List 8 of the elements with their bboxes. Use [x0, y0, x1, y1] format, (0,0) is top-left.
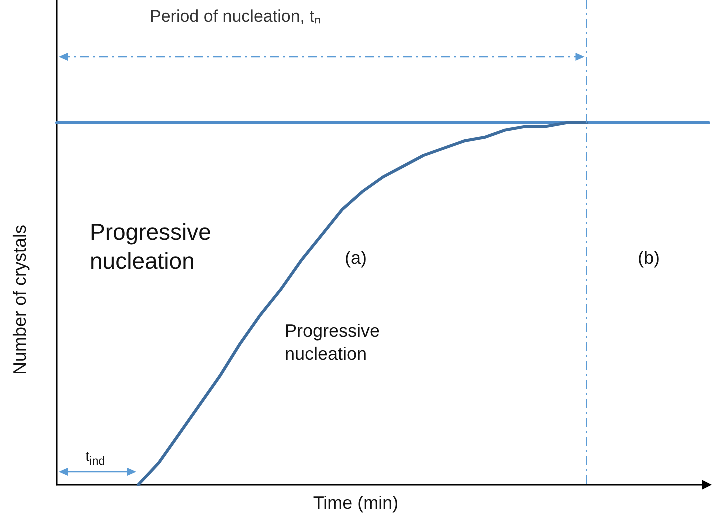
y-axis-title: Number of crystals	[8, 224, 31, 376]
annotation: t$_{ind}$	[86, 448, 106, 470]
x-axis-title: Time (min)	[312, 492, 400, 514]
annotation: (a)	[345, 247, 367, 270]
annotation: Progressive nucleation	[285, 320, 380, 365]
annotation: Progressive nucleation	[90, 218, 212, 276]
chart-title: Period of nucleation, tₙ	[150, 6, 322, 28]
annotation: (b)	[638, 247, 660, 270]
